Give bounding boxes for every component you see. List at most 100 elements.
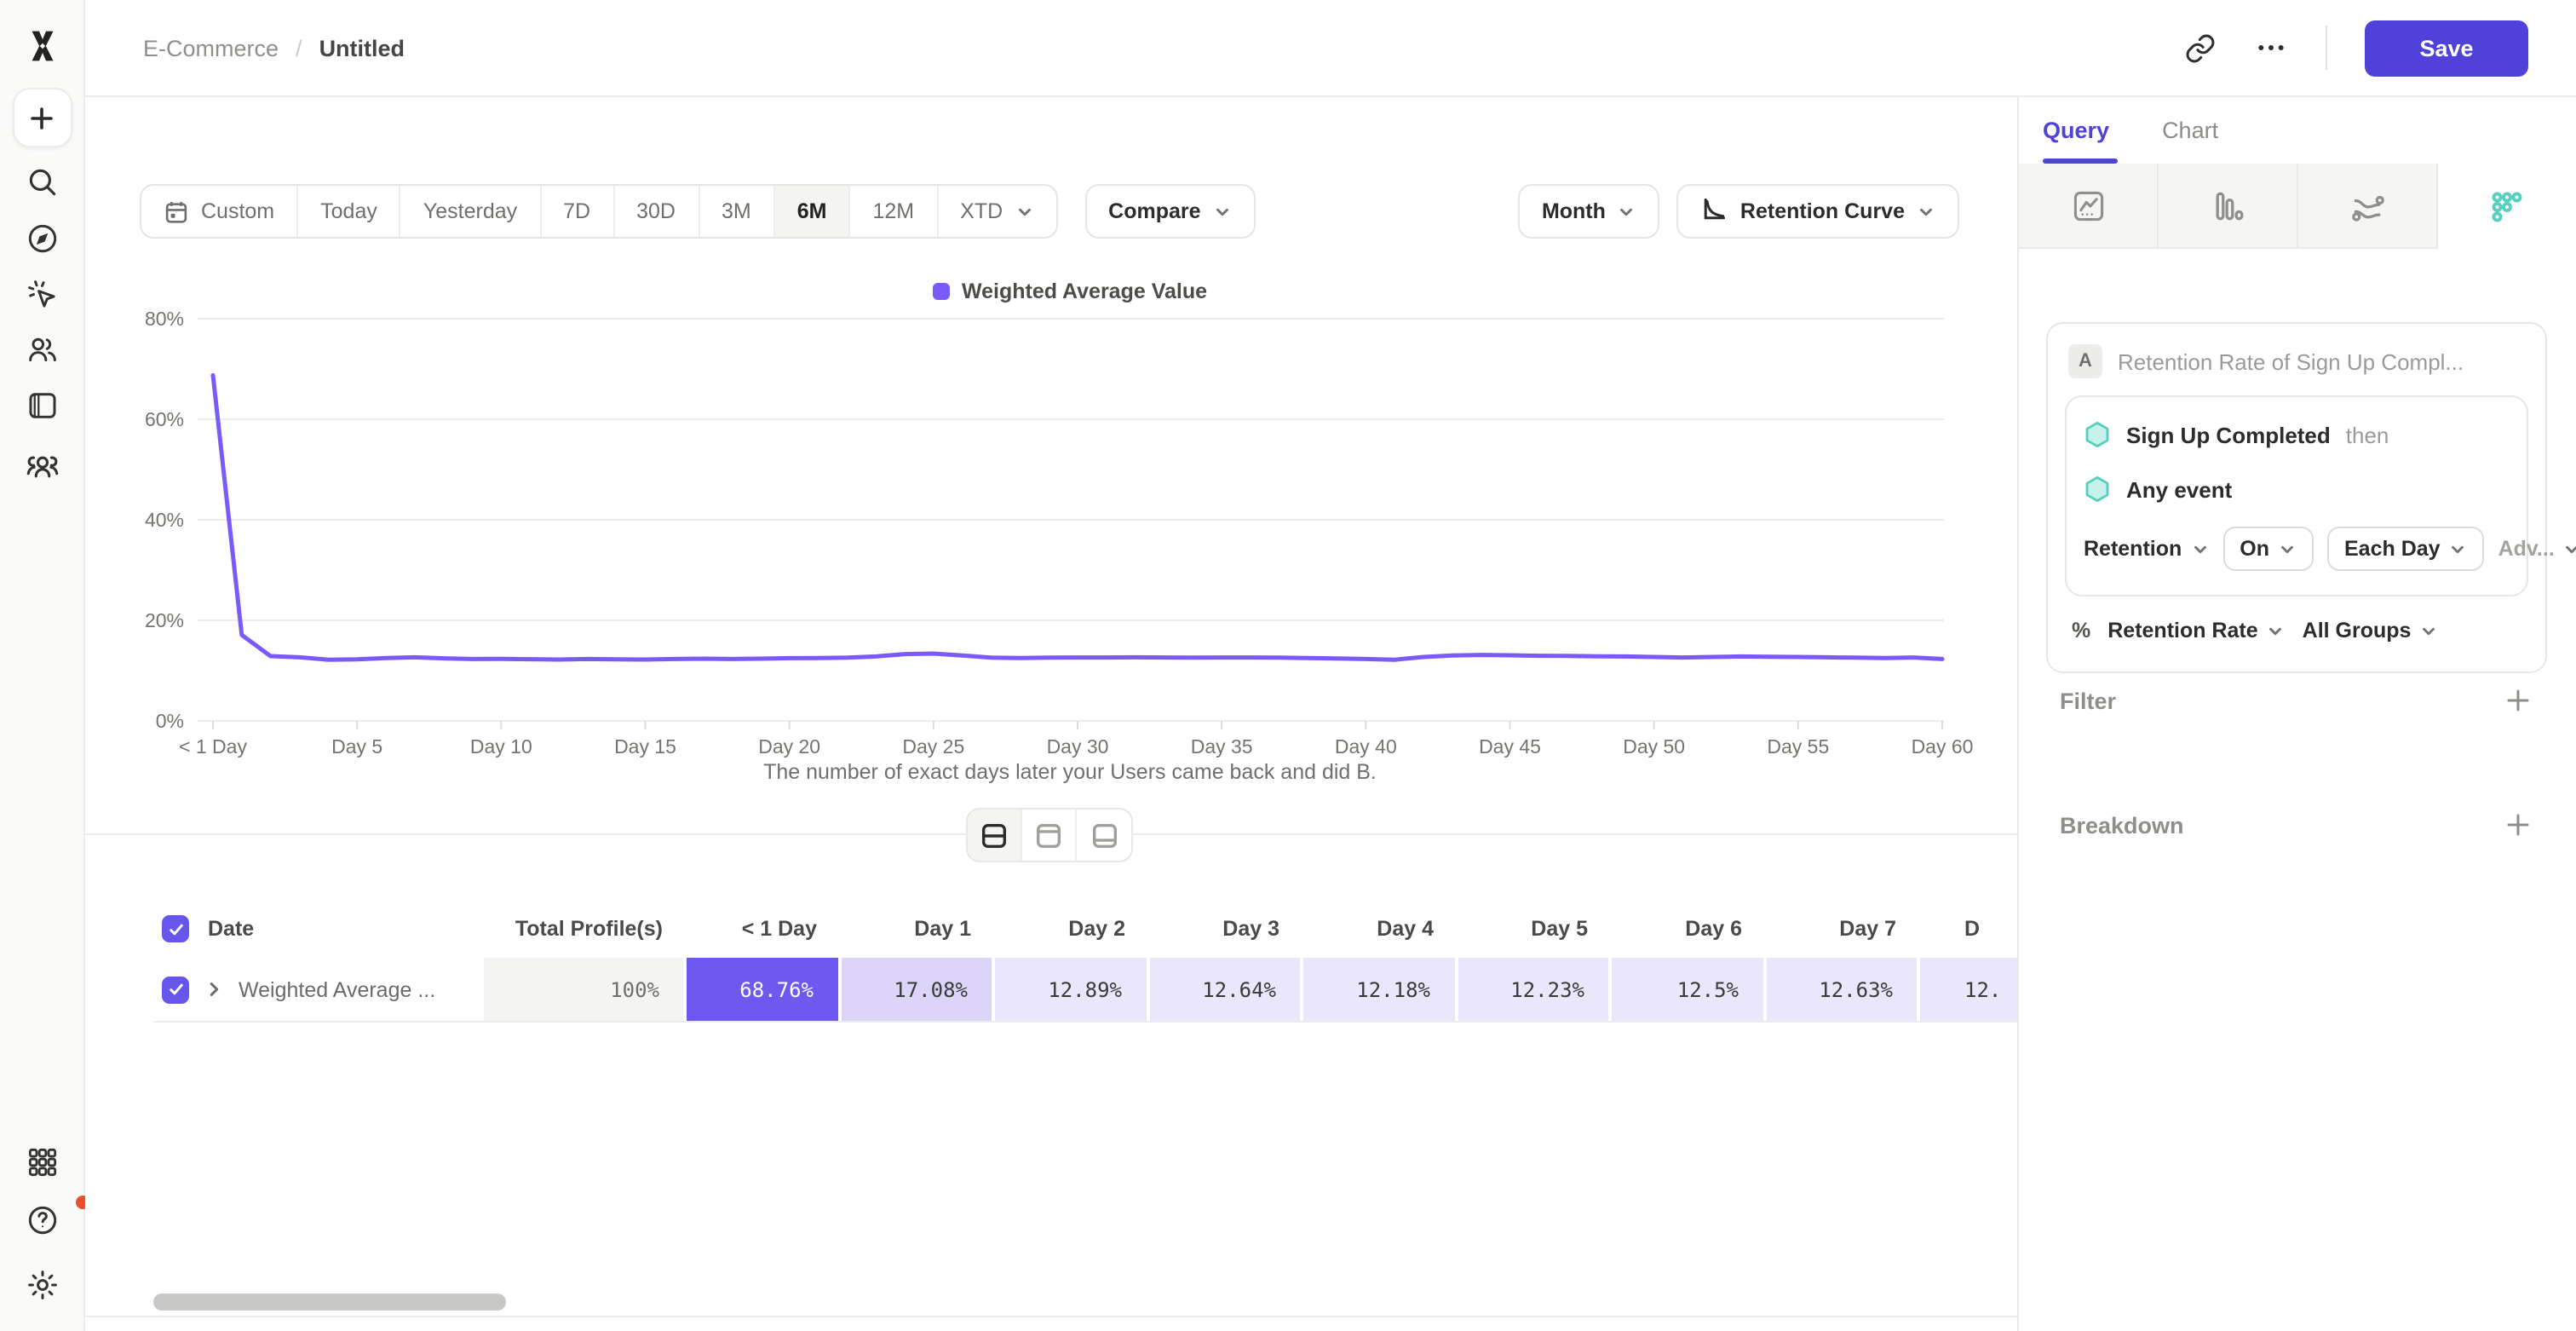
- retention-value-cell[interactable]: 17.08%: [841, 958, 995, 1021]
- query-title[interactable]: Retention Rate of Sign Up Compl...: [2118, 349, 2464, 374]
- table-row[interactable]: Weighted Average ... 100% 68.76% 17.08% 12.8…: [153, 958, 2017, 1023]
- granularity-dropdown[interactable]: Month: [1517, 184, 1660, 239]
- retention-value-cell[interactable]: 12.23%: [1458, 958, 1612, 1021]
- legend-label: Weighted Average Value: [961, 279, 1208, 303]
- range-today[interactable]: Today: [298, 186, 401, 237]
- top-bar: E-Commerce / Untitled Save: [85, 0, 2576, 97]
- more-options-icon[interactable]: [2254, 31, 2288, 65]
- svg-text:60%: 60%: [145, 408, 184, 430]
- breadcrumb-project[interactable]: E-Commerce: [143, 35, 279, 60]
- interval-dropdown[interactable]: Each Day: [2327, 527, 2485, 571]
- retention-value-cell[interactable]: 12.63%: [1766, 958, 1920, 1021]
- retention-curve-icon: [1701, 195, 1728, 228]
- layout-table-only-button[interactable]: [1077, 810, 1131, 861]
- report-type-flows-icon[interactable]: [2298, 164, 2438, 249]
- svg-text:Day 35: Day 35: [1191, 735, 1253, 758]
- retention-value-cell[interactable]: 68.76%: [687, 958, 841, 1021]
- range-30d[interactable]: 30D: [614, 186, 699, 237]
- svg-text:Day 25: Day 25: [902, 735, 964, 758]
- return-event-row[interactable]: Any event: [2084, 462, 2510, 516]
- row-checkbox[interactable]: [162, 915, 189, 942]
- chart-view-dropdown[interactable]: Retention Curve: [1676, 184, 1959, 239]
- range-xtd[interactable]: XTD: [938, 186, 1055, 237]
- settings-gear-icon[interactable]: [24, 1267, 60, 1303]
- advanced-dropdown[interactable]: Adv...: [2498, 537, 2576, 561]
- row-checkbox[interactable]: [162, 976, 189, 1003]
- events-cursor-click-icon[interactable]: [24, 277, 60, 313]
- column-header[interactable]: Day 5: [1531, 917, 1588, 941]
- active-tab-underline: [2043, 158, 2118, 164]
- legend-swatch: [932, 283, 950, 300]
- report-type-funnels-icon[interactable]: [2159, 164, 2298, 249]
- svg-text:< 1 Day: < 1 Day: [179, 735, 247, 758]
- breadcrumb: E-Commerce / Untitled: [143, 35, 405, 60]
- row-label-cell[interactable]: Weighted Average ...: [153, 958, 484, 1021]
- copy-link-icon[interactable]: [2184, 32, 2217, 64]
- filter-section: Filter: [2060, 687, 2532, 714]
- breadcrumb-report-title[interactable]: Untitled: [319, 35, 405, 60]
- report-type-insights-icon[interactable]: [2019, 164, 2159, 249]
- on-dropdown[interactable]: On: [2222, 527, 2314, 571]
- retention-value-cell[interactable]: 12.18%: [1303, 958, 1458, 1021]
- retention-table: Date Total Profile(s) < 1 Day Day 1 Day 2 Day…: [153, 900, 2017, 1023]
- retention-type-dropdown[interactable]: Retention: [2084, 537, 2209, 561]
- measure-dropdown[interactable]: Retention Rate: [2107, 619, 2285, 642]
- svg-text:Day 5: Day 5: [331, 735, 382, 758]
- create-new-button[interactable]: [12, 88, 72, 147]
- search-icon[interactable]: [24, 164, 60, 200]
- apps-grid-icon[interactable]: [25, 1145, 59, 1179]
- mixpanel-logo-icon[interactable]: [23, 27, 60, 65]
- groups-dropdown[interactable]: All Groups: [2303, 619, 2439, 642]
- column-header[interactable]: Day 3: [1222, 917, 1279, 941]
- retention-value-cell[interactable]: 12.: [1920, 958, 2017, 1021]
- save-button[interactable]: Save: [2365, 20, 2528, 76]
- retention-value-cell[interactable]: 100%: [484, 958, 687, 1021]
- column-header[interactable]: Day 7: [1839, 917, 1896, 941]
- layout-split-button[interactable]: [968, 810, 1022, 861]
- range-6m[interactable]: 6M: [774, 186, 851, 237]
- chart-legend[interactable]: Weighted Average Value: [932, 279, 1208, 303]
- users-icon[interactable]: [24, 331, 60, 367]
- column-header[interactable]: Day 2: [1068, 917, 1125, 941]
- column-header[interactable]: D: [1964, 917, 1981, 941]
- column-header[interactable]: Day 6: [1685, 917, 1742, 941]
- range-7d[interactable]: 7D: [541, 186, 615, 237]
- column-header[interactable]: Total Profile(s): [515, 917, 663, 941]
- help-icon[interactable]: [0, 1196, 89, 1238]
- column-header[interactable]: < 1 Day: [741, 917, 817, 941]
- retention-value-cell[interactable]: 12.89%: [995, 958, 1149, 1021]
- range-yesterday[interactable]: Yesterday: [401, 186, 542, 237]
- svg-text:Day 10: Day 10: [470, 735, 532, 758]
- event-steps: Sign Up Completed then Any event Retenti…: [2065, 395, 2576, 596]
- series-badge: A: [2068, 344, 2102, 378]
- compare-button[interactable]: Compare: [1084, 184, 1256, 239]
- column-header[interactable]: Date: [153, 900, 484, 958]
- add-filter-button[interactable]: [2504, 687, 2532, 714]
- layout-toggle-group: [966, 808, 1133, 862]
- report-type-retention-icon[interactable]: [2438, 164, 2576, 249]
- layout-chart-only-button[interactable]: [1022, 810, 1077, 861]
- query-panel: Query Chart A Retention R: [2017, 97, 2576, 1331]
- svg-text:Day 30: Day 30: [1047, 735, 1109, 758]
- retention-value-cell[interactable]: 12.5%: [1612, 958, 1766, 1021]
- boards-icon[interactable]: [24, 388, 60, 424]
- retention-value-cell[interactable]: 12.64%: [1149, 958, 1303, 1021]
- tab-query[interactable]: Query: [2043, 97, 2118, 164]
- add-breakdown-button[interactable]: [2504, 811, 2532, 838]
- first-event-row[interactable]: Sign Up Completed then: [2084, 407, 2510, 462]
- expand-row-icon[interactable]: [204, 980, 223, 999]
- cohorts-icon[interactable]: [23, 447, 60, 484]
- column-header[interactable]: Day 1: [914, 917, 971, 941]
- svg-text:Day 55: Day 55: [1767, 735, 1829, 758]
- horizontal-scrollbar[interactable]: [153, 1294, 506, 1311]
- chevron-down-icon: [1018, 207, 1031, 216]
- range-12m[interactable]: 12M: [851, 186, 939, 237]
- range-custom[interactable]: Custom: [141, 186, 299, 237]
- event-hexagon-icon: [2085, 422, 2109, 448]
- column-header[interactable]: Day 4: [1377, 917, 1434, 941]
- breadcrumb-separator: /: [296, 35, 302, 60]
- range-3m[interactable]: 3M: [699, 186, 775, 237]
- explore-compass-icon[interactable]: [24, 221, 60, 256]
- tab-chart[interactable]: Chart: [2162, 118, 2219, 143]
